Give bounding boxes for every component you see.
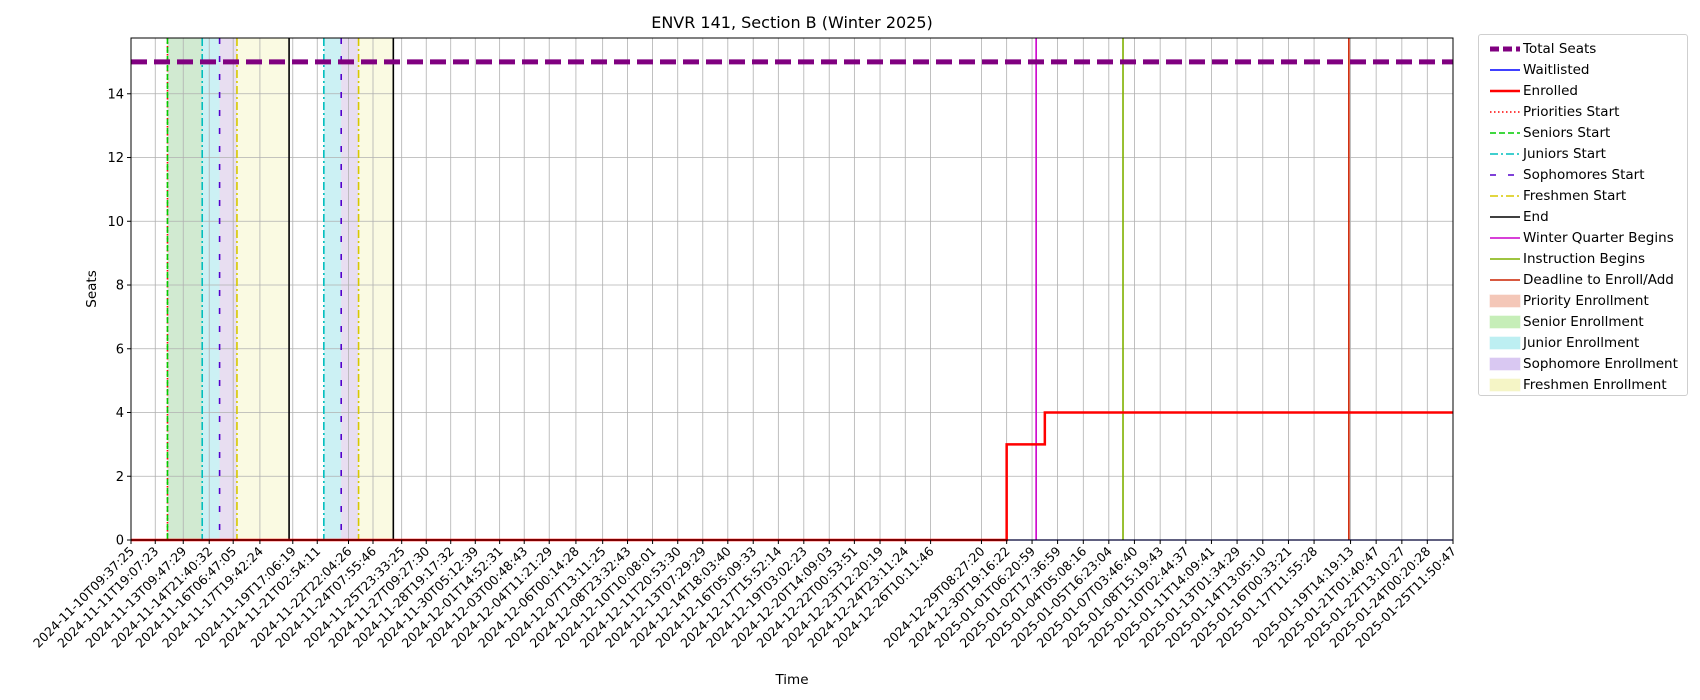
- chart-title: ENVR 141, Section B (Winter 2025): [651, 13, 933, 32]
- legend-swatch: [1490, 153, 1520, 155]
- legend-label: Freshmen Start: [1523, 188, 1627, 204]
- x-axis: 2024-11-10T09:37:252024-11-11T19:07:2320…: [30, 540, 1459, 651]
- legend-label: Instruction Begins: [1523, 251, 1646, 267]
- legend-swatch: [1490, 174, 1520, 176]
- y-tick-label: 2: [116, 470, 124, 485]
- legend-swatch: [1490, 69, 1520, 71]
- legend-item: Priority Enrollment: [1479, 291, 1689, 312]
- legend-label: Waitlisted: [1523, 62, 1590, 78]
- legend-label: Winter Quarter Begins: [1523, 230, 1674, 246]
- legend-item: Senior Enrollment: [1479, 312, 1689, 333]
- legend-swatch: [1490, 46, 1520, 52]
- y-tick-label: 8: [116, 279, 124, 294]
- shaded-periods: [167, 38, 394, 540]
- legend-patch: [1489, 315, 1521, 329]
- y-tick-label: 6: [116, 342, 124, 357]
- legend-swatch: [1490, 89, 1520, 93]
- legend-label: Sophomore Enrollment: [1523, 356, 1678, 372]
- legend-patch: [1489, 294, 1521, 308]
- legend-swatch: [1489, 294, 1521, 308]
- legend-label: Freshmen Enrollment: [1523, 377, 1667, 393]
- y-tick-label: 12: [107, 151, 124, 166]
- legend-patch: [1489, 336, 1521, 350]
- legend-label: Deadline to Enroll/Add: [1523, 272, 1674, 288]
- y-axis: 0 2 4 6 8 10 12 14: [107, 87, 131, 549]
- grid-lines: [130, 38, 1454, 541]
- shaded-period: [202, 38, 220, 540]
- legend-item: Sophomore Enrollment: [1479, 354, 1689, 375]
- legend-item: End: [1479, 207, 1689, 228]
- legend-swatch: [1490, 216, 1520, 218]
- legend-item: Enrolled: [1479, 81, 1689, 102]
- legend-label: Senior Enrollment: [1523, 314, 1644, 330]
- legend-swatch: [1489, 315, 1521, 329]
- legend-swatch: [1490, 132, 1520, 134]
- legend-patch: [1489, 378, 1521, 392]
- x-axis-label: Time: [774, 672, 808, 688]
- legend-swatch: [1489, 357, 1521, 371]
- legend-label: Priorities Start: [1523, 104, 1620, 120]
- legend-label: End: [1523, 209, 1549, 225]
- y-tick-label: 10: [107, 215, 124, 230]
- legend-item: Instruction Begins: [1479, 249, 1689, 270]
- shaded-period: [219, 38, 237, 540]
- legend-item: Winter Quarter Begins: [1479, 228, 1689, 249]
- legend-swatch: [1489, 378, 1521, 392]
- legend-label: Seniors Start: [1523, 125, 1611, 141]
- legend-item: Freshmen Enrollment: [1479, 375, 1689, 396]
- legend-patch: [1489, 357, 1521, 371]
- legend-item: Freshmen Start: [1479, 186, 1689, 207]
- legend-label: Sophomores Start: [1523, 167, 1645, 183]
- shaded-period: [323, 38, 342, 540]
- legend-item: Deadline to Enroll/Add: [1479, 270, 1689, 291]
- y-tick-label: 0: [116, 534, 124, 549]
- y-tick-label: 14: [107, 87, 124, 102]
- legend-label: Enrolled: [1523, 83, 1578, 99]
- y-tick-label: 4: [116, 406, 124, 421]
- legend-swatch: [1490, 111, 1520, 113]
- legend-swatch: [1489, 336, 1521, 350]
- legend-label: Total Seats: [1523, 41, 1597, 57]
- shaded-period: [167, 38, 203, 540]
- event-lines: [166, 38, 1350, 540]
- legend-item: Junior Enrollment: [1479, 333, 1689, 354]
- legend: Total Seats Waitlisted Enrolled Priorities …: [1478, 34, 1688, 396]
- legend-swatch: [1490, 237, 1520, 239]
- legend-label: Junior Enrollment: [1523, 335, 1640, 351]
- legend-item: Sophomores Start: [1479, 165, 1689, 186]
- legend-item: Priorities Start: [1479, 102, 1689, 123]
- legend-item: Waitlisted: [1479, 60, 1689, 81]
- legend-swatch: [1490, 279, 1520, 281]
- legend-label: Juniors Start: [1523, 146, 1606, 162]
- legend-label: Priority Enrollment: [1523, 293, 1649, 309]
- shaded-period: [236, 38, 290, 540]
- legend-swatch: [1490, 195, 1520, 197]
- legend-item: Total Seats: [1479, 39, 1689, 60]
- legend-item: Seniors Start: [1479, 123, 1689, 144]
- plot-area-frame: [130, 37, 1454, 541]
- shaded-period: [341, 38, 359, 540]
- legend-item: Juniors Start: [1479, 144, 1689, 165]
- legend-swatch: [1490, 258, 1520, 260]
- shaded-period: [358, 38, 394, 540]
- y-axis-label: Seats: [84, 270, 100, 307]
